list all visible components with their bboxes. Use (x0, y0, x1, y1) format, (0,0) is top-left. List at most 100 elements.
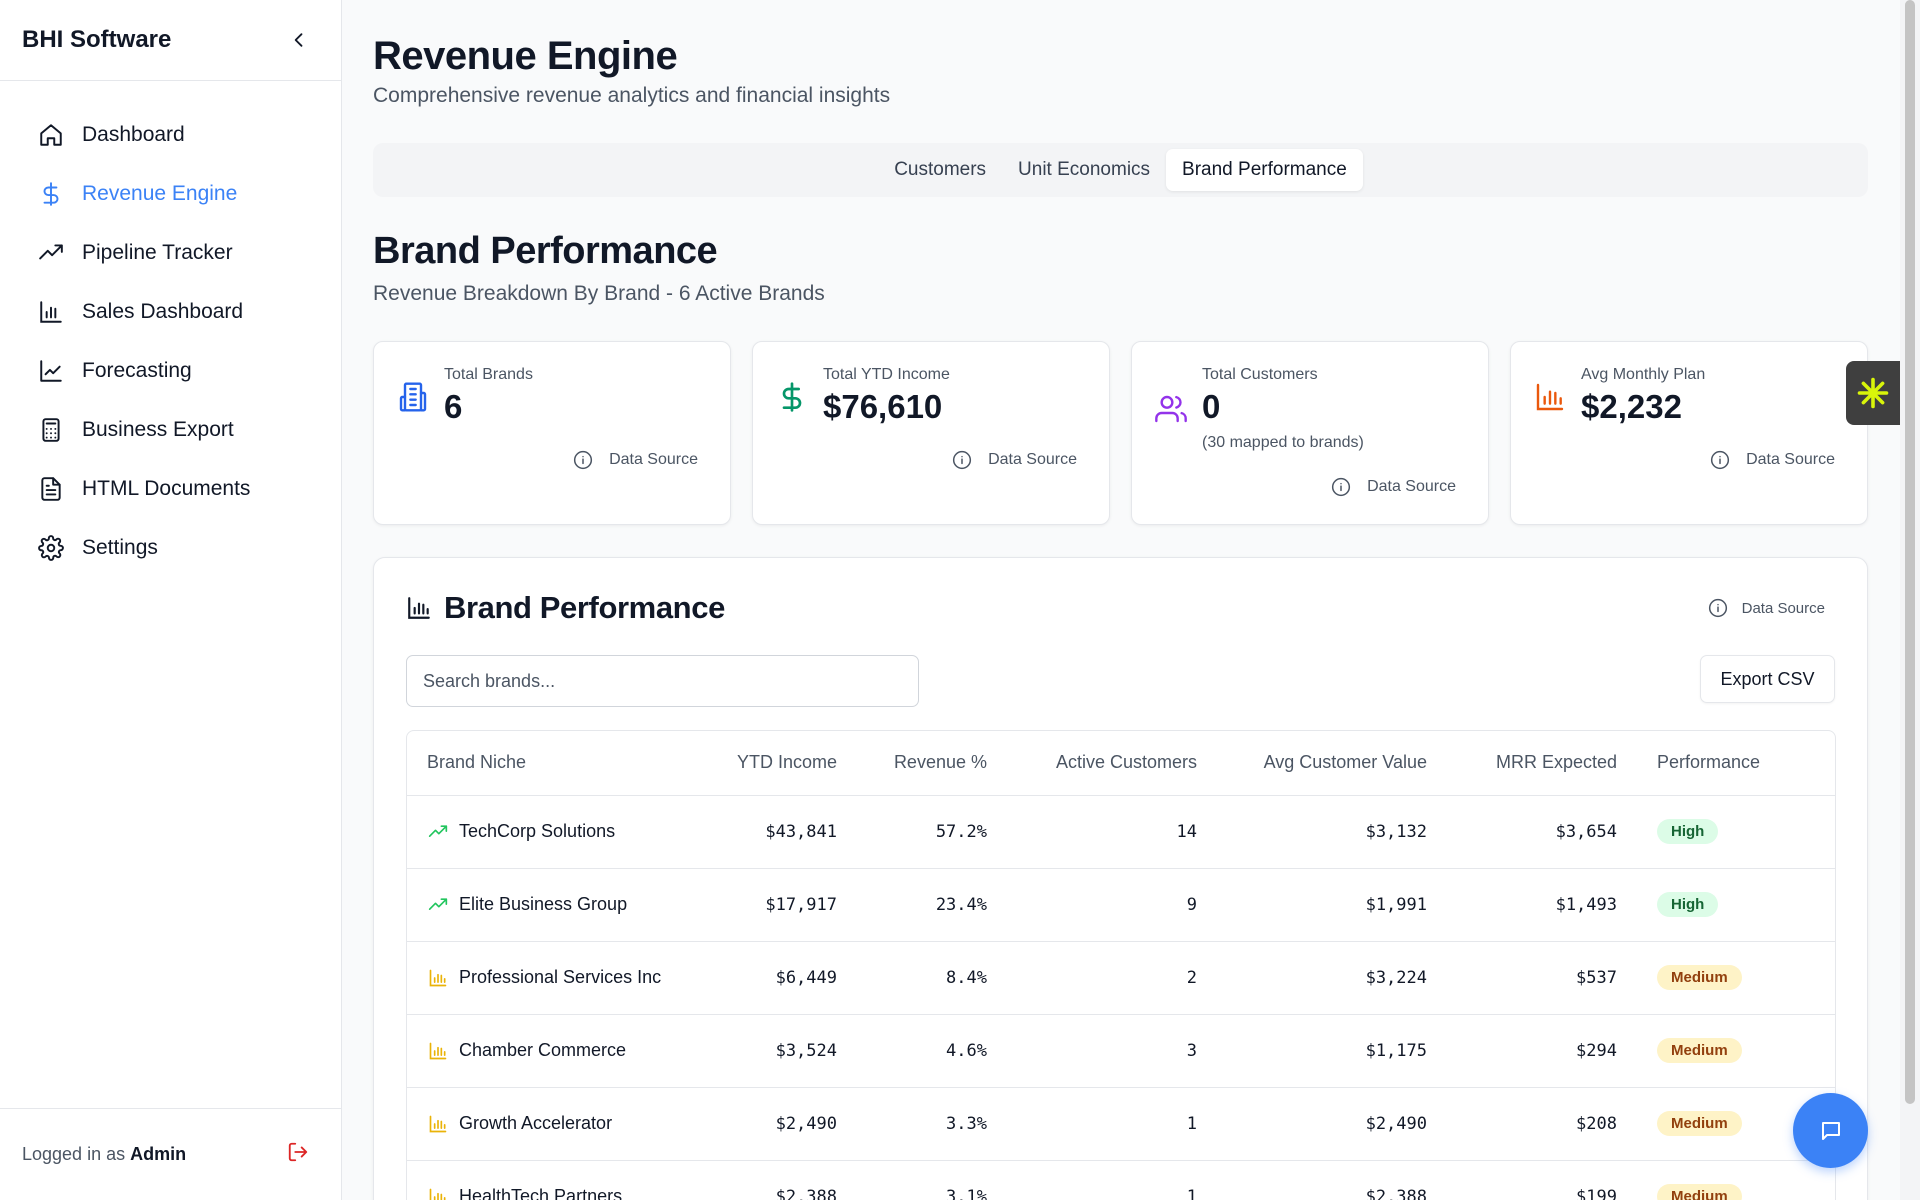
sidebar-item-forecasting[interactable]: Forecasting (0, 341, 341, 400)
mrr-expected: $208 (1447, 1087, 1637, 1161)
logged-in-text: Logged in as Admin (22, 1144, 186, 1165)
sidebar-item-label: Revenue Engine (82, 181, 238, 205)
mrr-expected: $199 (1447, 1160, 1637, 1200)
ytd-income: $2,490 (707, 1087, 857, 1161)
sidebar-item-settings[interactable]: Settings (0, 518, 341, 577)
home-icon (38, 122, 64, 148)
data-source-label: Data Source (1367, 478, 1456, 495)
sidebar-header: BHI Software (0, 0, 341, 81)
logout-button[interactable] (287, 1141, 309, 1168)
sidebar-item-dashboard[interactable]: Dashboard (0, 105, 341, 164)
stat-label: Total YTD Income (823, 366, 950, 383)
info-icon (573, 450, 593, 470)
table-row[interactable]: Professional Services Inc $6,449 8.4% 2 … (407, 941, 1835, 1015)
data-source-label: Data Source (1746, 451, 1835, 468)
table-row[interactable]: TechCorp Solutions $43,841 57.2% 14 $3,1… (407, 795, 1835, 869)
data-source-link[interactable]: Data Source (1710, 450, 1835, 470)
stat-card-avg-monthly-plan: Avg Monthly Plan $2,232 Data Source (1510, 341, 1868, 525)
column-header[interactable]: Avg Customer Value (1217, 731, 1447, 796)
sidebar-nav: Dashboard Revenue Engine Pipeline Tracke… (0, 81, 341, 577)
sidebar-item-revenue-engine[interactable]: Revenue Engine (0, 164, 341, 223)
page-subtitle: Comprehensive revenue analytics and fina… (373, 84, 891, 107)
sidebar-item-html-documents[interactable]: HTML Documents (0, 459, 341, 518)
data-source-link[interactable]: Data Source (573, 450, 698, 470)
file-icon (38, 476, 64, 502)
search-brands-input[interactable] (406, 655, 919, 707)
avg-customer-value: $1,175 (1217, 1014, 1447, 1088)
page-title: Revenue Engine (373, 34, 678, 78)
info-icon (1710, 450, 1730, 470)
avg-customer-value: $3,224 (1217, 941, 1447, 1015)
line-chart-icon (38, 358, 64, 384)
sidebar-item-business-export[interactable]: Business Export (0, 400, 341, 459)
table-row[interactable]: Growth Accelerator $2,490 3.3% 1 $2,490 … (407, 1087, 1835, 1161)
info-icon (1331, 477, 1351, 497)
ytd-income: $3,524 (707, 1014, 857, 1088)
revenue-percent: 3.1% (857, 1160, 1007, 1200)
column-header[interactable]: Brand Niche (407, 731, 707, 796)
active-customers: 3 (1007, 1014, 1217, 1088)
mrr-expected: $294 (1447, 1014, 1637, 1088)
sidebar-item-label: Business Export (82, 417, 234, 441)
table-row[interactable]: Elite Business Group $17,917 23.4% 9 $1,… (407, 868, 1835, 942)
sidebar-item-label: Pipeline Tracker (82, 240, 233, 264)
stat-value: $76,610 (823, 388, 943, 425)
performance-badge: Medium (1657, 965, 1742, 990)
ytd-income: $6,449 (707, 941, 857, 1015)
tab-unit-economics[interactable]: Unit Economics (1018, 159, 1151, 180)
scrollbar-thumb[interactable] (1905, 0, 1915, 1104)
collapse-sidebar-button[interactable] (287, 28, 311, 52)
export-csv-button[interactable]: Export CSV (1700, 655, 1835, 703)
calculator-icon (38, 417, 64, 443)
data-source-link[interactable]: Data Source (1708, 598, 1825, 618)
stat-value: $2,232 (1581, 388, 1682, 425)
chat-icon (1821, 1121, 1840, 1140)
mrr-expected: $1,493 (1447, 868, 1637, 942)
tab-brand-performance[interactable]: Brand Performance (1166, 149, 1363, 191)
brand-name: Growth Accelerator (459, 1113, 613, 1133)
brand-name: Professional Services Inc (459, 967, 662, 987)
data-source-label: Data Source (988, 451, 1077, 468)
avg-customer-value: $1,991 (1217, 868, 1447, 942)
bar-chart-icon (427, 1186, 449, 1200)
stat-value: 6 (444, 388, 463, 425)
data-source-link[interactable]: Data Source (1331, 477, 1456, 497)
stat-label: Total Customers (1202, 366, 1318, 383)
sidebar-item-label: HTML Documents (82, 476, 251, 500)
chat-button[interactable] (1793, 1093, 1868, 1168)
sidebar: BHI Software Dashboard Revenue Engine Pi… (0, 0, 342, 1200)
column-header[interactable]: YTD Income (707, 731, 857, 796)
sidebar-item-sales-dashboard[interactable]: Sales Dashboard (0, 282, 341, 341)
active-customers: 1 (1007, 1160, 1217, 1200)
column-header[interactable]: Active Customers (1007, 731, 1217, 796)
page-scrollbar[interactable] (1900, 0, 1920, 1200)
data-source-label: Data Source (1741, 599, 1825, 617)
tab-customers[interactable]: Customers (894, 159, 987, 180)
bar-chart-icon (427, 1040, 449, 1062)
stat-label: Avg Monthly Plan (1581, 366, 1706, 383)
sidebar-item-label: Forecasting (82, 358, 192, 382)
performance-badge: Medium (1657, 1184, 1742, 1200)
ytd-income: $17,917 (707, 868, 857, 942)
revenue-percent: 3.3% (857, 1087, 1007, 1161)
performance-badge: Medium (1657, 1111, 1742, 1136)
stat-label: Total Brands (444, 366, 533, 383)
table-row[interactable]: Chamber Commerce $3,524 4.6% 3 $1,175 $2… (407, 1014, 1835, 1088)
active-customers: 2 (1007, 941, 1217, 1015)
mrr-expected: $537 (1447, 941, 1637, 1015)
sidebar-item-pipeline-tracker[interactable]: Pipeline Tracker (0, 223, 341, 282)
gear-icon (38, 534, 64, 561)
floating-widget-tab[interactable] (1846, 361, 1900, 425)
panel-header: Brand Performance (406, 590, 725, 626)
table-row[interactable]: HealthTech Partners $2,388 3.1% 1 $2,388… (407, 1160, 1835, 1200)
dollar-icon (775, 380, 809, 414)
avg-customer-value: $3,132 (1217, 795, 1447, 869)
ytd-income: $43,841 (707, 795, 857, 869)
active-customers: 1 (1007, 1087, 1217, 1161)
column-header[interactable]: MRR Expected (1447, 731, 1637, 796)
column-header[interactable]: Performance (1637, 731, 1835, 796)
column-header[interactable]: Revenue % (857, 731, 1007, 796)
active-customers: 14 (1007, 795, 1217, 869)
brand-performance-panel: Brand Performance Data Source Export CSV… (373, 557, 1868, 1200)
data-source-link[interactable]: Data Source (952, 450, 1077, 470)
